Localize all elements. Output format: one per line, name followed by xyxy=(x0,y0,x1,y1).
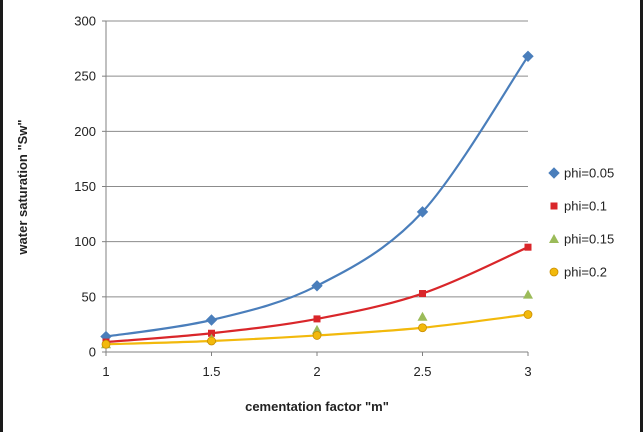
x-tick-label: 3 xyxy=(524,364,531,379)
series-phi=0.05 xyxy=(100,50,534,343)
data-point xyxy=(208,329,215,337)
data-point xyxy=(523,289,533,299)
y-tick-label: 100 xyxy=(74,234,96,249)
y-tick-label: 0 xyxy=(89,345,96,360)
legend-item: phi=0.15 xyxy=(549,232,614,247)
gridlines xyxy=(106,20,528,298)
data-point xyxy=(205,314,218,326)
series-line xyxy=(105,55,529,338)
y-tick-label: 250 xyxy=(74,69,96,84)
data-point xyxy=(312,324,322,334)
legend-label: phi=0.2 xyxy=(564,265,607,280)
data-point xyxy=(101,339,111,349)
data-point xyxy=(418,323,427,333)
y-tick-label: 300 xyxy=(74,14,96,29)
legend-marker xyxy=(550,202,558,210)
x-tick-label: 1 xyxy=(102,364,109,379)
x-tick-label: 2 xyxy=(313,364,320,379)
data-point xyxy=(523,310,533,319)
legend-marker xyxy=(548,167,560,179)
x-axis-title: cementation factor "m" xyxy=(245,399,389,414)
x-tick-label: 1.5 xyxy=(202,364,220,379)
data-point xyxy=(419,290,426,298)
legend-item: phi=0.1 xyxy=(550,199,607,214)
data-point xyxy=(313,315,321,323)
data-point xyxy=(417,311,428,321)
y-tick-label: 50 xyxy=(82,289,96,304)
legend-item: phi=0.05 xyxy=(548,166,614,181)
data-point xyxy=(311,280,323,292)
axes: 0 50 100 150 200 250 300 1 1.5 2 2.5 3 xyxy=(74,14,531,380)
series xyxy=(100,50,534,349)
legend-label: phi=0.15 xyxy=(564,232,614,247)
data-point xyxy=(312,331,322,340)
y-axis-title: water saturation "Sw" xyxy=(15,119,30,255)
legend: phi=0.05 phi=0.1 phi=0.15 phi=0.2 xyxy=(548,166,614,280)
legend-label: phi=0.1 xyxy=(564,199,607,214)
y-tick-label: 150 xyxy=(74,179,96,194)
data-point xyxy=(207,336,216,346)
series-phi=0.2 xyxy=(101,310,533,349)
data-point xyxy=(522,50,534,63)
legend-marker xyxy=(549,234,559,243)
legend-label: phi=0.05 xyxy=(564,166,614,181)
x-tick-label: 2.5 xyxy=(413,364,431,379)
y-tick-label: 200 xyxy=(74,124,96,139)
data-point xyxy=(416,206,429,218)
legend-item: phi=0.2 xyxy=(549,265,607,280)
data-point xyxy=(524,243,532,251)
legend-marker xyxy=(549,267,559,277)
